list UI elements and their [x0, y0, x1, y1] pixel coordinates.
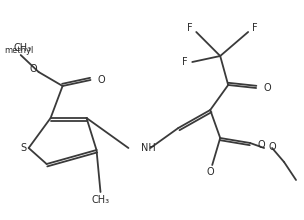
Text: F: F — [187, 23, 192, 33]
Text: NH: NH — [141, 143, 156, 153]
Text: CH₃: CH₃ — [14, 43, 32, 53]
Text: O: O — [98, 75, 105, 85]
Text: methyl: methyl — [4, 46, 33, 55]
Text: F: F — [252, 23, 258, 33]
Text: O: O — [263, 83, 271, 93]
Text: S: S — [21, 143, 27, 153]
Text: CH₃: CH₃ — [92, 195, 109, 205]
Text: F: F — [182, 57, 187, 67]
Text: O: O — [206, 167, 214, 177]
Text: O: O — [257, 140, 265, 150]
Text: O: O — [29, 64, 37, 74]
Text: O: O — [268, 142, 276, 152]
